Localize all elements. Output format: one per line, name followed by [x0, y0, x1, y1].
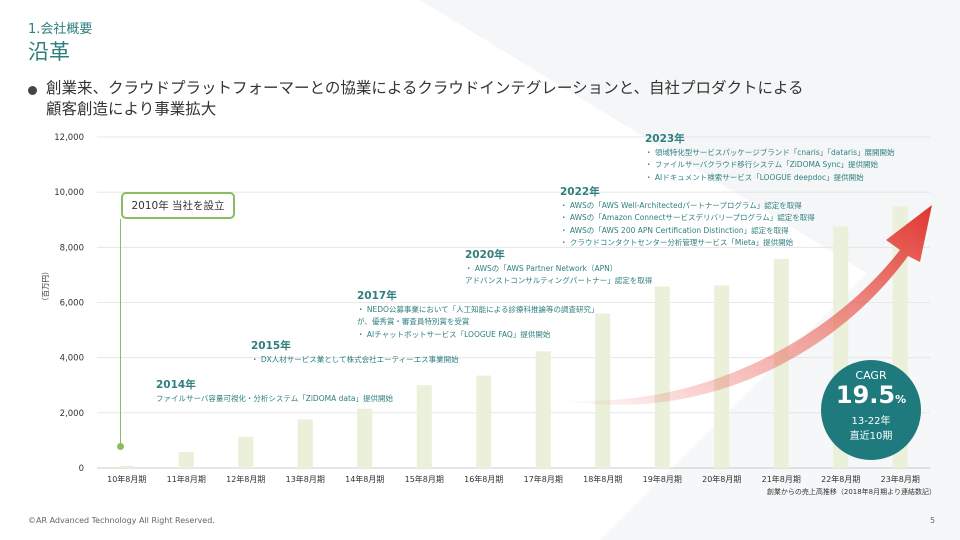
- milestone-year: 2014年: [156, 379, 196, 391]
- milestone-item: ・ AIチャットボットサービス「LOOGUE FAQ」提供開始: [357, 329, 551, 339]
- cagr-value-line: 19.5%: [821, 382, 921, 413]
- milestone-item: ・ AIドキュメント検索サービス「LOOGUE deepdoc」提供開始: [645, 172, 864, 182]
- x-tick-label: 22年8月期: [821, 474, 860, 484]
- milestone-2020: 2020年 ・ AWSの「AWS Partner Network（APN） アド…: [465, 249, 652, 288]
- milestone-2015: 2015年 ・ DX人材サービス業として株式会社エーティーエス事業開始: [251, 340, 459, 366]
- milestone-item: アドバンストコンサルティングパートナー」認定を取得: [465, 276, 653, 285]
- bar-16年8月期: [476, 375, 492, 468]
- milestone-year: 2015年: [251, 340, 291, 352]
- x-tick-label: 17年8月期: [524, 474, 563, 484]
- bar-12年8月期: [238, 436, 254, 468]
- bullet-text: 創業来、クラウドプラットフォーマーとの協業によるクラウドインテグレーションと、自…: [46, 78, 876, 120]
- milestone-item: ・ クラウドコンタクトセンター分析管理サービス「Mieta」提供開始: [560, 238, 794, 247]
- bar-15年8月期: [416, 385, 432, 468]
- x-tick-label: 18年8月期: [583, 474, 622, 484]
- milestone-year: 2020年: [465, 249, 505, 261]
- cagr-period: 13-22年: [851, 416, 891, 427]
- bar-13年8月期: [297, 419, 313, 468]
- y-tick-label: 8,000: [60, 243, 84, 253]
- bar-20年8月期: [714, 285, 730, 468]
- establish-dot: [117, 443, 124, 450]
- chart-note: 創業からの売上高推移（2018年8月期より連結数記）: [766, 488, 936, 496]
- milestone-item: ファイルサーバ容量可視化・分析システム「ZiDOMA data」提供開始: [156, 393, 393, 403]
- x-tick-label: 10年8月期: [107, 474, 146, 484]
- milestone-item: ・ 領域特化型サービスパッケージブランド「cnaris」「dataris」展開開…: [645, 147, 895, 157]
- page-number: 5: [930, 516, 936, 525]
- copyright: ©AR Advanced Technology All Right Reserv…: [28, 516, 215, 525]
- x-tick-label: 11年8月期: [167, 474, 206, 484]
- y-axis-label: （百万円）: [41, 267, 50, 306]
- cagr-badge: CAGR 19.5% 13-22年 直近10期: [821, 360, 921, 460]
- milestone-item: ・ NEDO公募事業において「人工知能による診療科推論等の調査研究」: [357, 304, 599, 314]
- x-tick-label: 21年8月期: [762, 474, 801, 484]
- growth-arrow: [560, 205, 932, 405]
- x-tick-label: 23年8月期: [881, 474, 920, 484]
- x-tick-label: 19年8月期: [643, 474, 682, 484]
- bar-10年8月期: [119, 465, 135, 468]
- cagr-unit: %: [895, 393, 907, 406]
- bar-18年8月期: [595, 313, 611, 468]
- milestone-year: 2023年: [645, 133, 685, 145]
- milestone-item: が、優秀賞・審査員特別賞を受賞: [357, 317, 470, 326]
- y-tick-label: 2,000: [60, 409, 84, 419]
- x-tick-label: 14年8月期: [345, 474, 384, 484]
- x-tick-label: 15年8月期: [405, 474, 444, 484]
- milestone-item: ・ ファイルサーバクラウド移行システム「ZiDOMA Sync」提供開始: [645, 160, 879, 169]
- milestone-item: ・ AWSの「AWS Partner Network（APN）: [465, 263, 618, 273]
- milestone-item: ・ DX人材サービス業として株式会社エーティーエス事業開始: [251, 354, 459, 364]
- bullet-line-1: 創業来、クラウドプラットフォーマーとの協業によるクラウドインテグレーションと、自…: [46, 79, 804, 97]
- x-tick-label: 12年8月期: [226, 474, 265, 484]
- bar-17年8月期: [535, 351, 551, 468]
- y-tick-label: 12,000: [54, 133, 84, 143]
- milestone-2014: 2014年 ファイルサーバ容量可視化・分析システム「ZiDOMA data」提供…: [156, 379, 393, 405]
- y-tick-label: 4,000: [60, 354, 84, 364]
- y-axis-ticks: 0 2,000 4,000 6,000 8,000 10,000 12,000: [54, 133, 84, 474]
- x-tick-label: 16年8月期: [464, 474, 503, 484]
- bar-14年8月期: [357, 408, 373, 468]
- milestone-2017: 2017年 ・ NEDO公募事業において「人工知能による診療科推論等の調査研究」…: [357, 290, 598, 341]
- milestone-year: 2022年: [560, 186, 600, 198]
- bullet-dot: [28, 86, 37, 95]
- page-title: 沿革: [28, 40, 70, 64]
- establish-box: 2010年 当社を設立: [121, 192, 235, 219]
- y-tick-label: 10,000: [54, 188, 84, 198]
- milestone-item: ・ AWSの「Amazon Connectサービスデリバリープログラム」認定を取…: [560, 213, 815, 222]
- bullet-line-2: 顧客創造により事業拡大: [46, 100, 217, 118]
- milestone-item: ・ AWSの「AWS Well-Architectedパートナープログラム」認定…: [560, 200, 802, 210]
- x-tick-label: 13年8月期: [286, 474, 325, 484]
- milestone-item: ・ AWSの「AWS 200 APN Certification Distinc…: [560, 225, 789, 235]
- bar-19年8月期: [654, 286, 670, 468]
- milestone-2022: 2022年 ・ AWSの「AWS Well-Architectedパートナープロ…: [560, 186, 815, 250]
- chart-bars: [119, 206, 908, 468]
- cagr-value: 19.5: [835, 381, 896, 409]
- bar-11年8月期: [178, 452, 194, 468]
- cagr-label: CAGR: [855, 369, 887, 382]
- establish-line: [120, 219, 121, 446]
- milestone-year: 2017年: [357, 290, 397, 302]
- y-tick-label: 6,000: [60, 299, 84, 309]
- y-tick-label: 0: [79, 464, 84, 474]
- milestone-2023: 2023年 ・ 領域特化型サービスパッケージブランド「cnaris」「datar…: [645, 133, 895, 184]
- x-tick-label: 20年8月期: [702, 474, 741, 484]
- x-axis-ticks: 10年8月期 11年8月期 12年8月期 13年8月期 14年8月期 15年8月期 16年8…: [107, 474, 920, 484]
- section-label: 1.会社概要: [28, 22, 93, 37]
- cagr-note: 直近10期: [849, 431, 893, 442]
